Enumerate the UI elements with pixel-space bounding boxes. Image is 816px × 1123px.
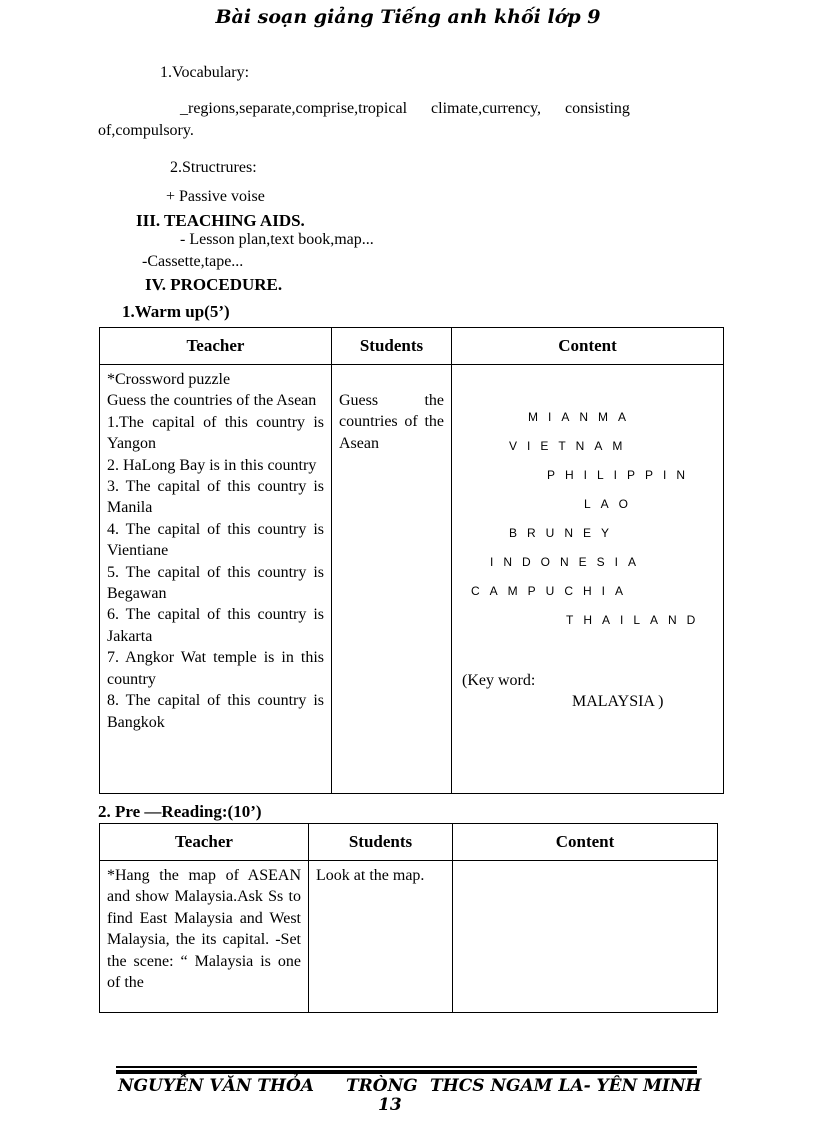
aids-item: - Lesson plan,text book,map... xyxy=(180,231,374,248)
crossword-row: VIETNAM xyxy=(509,439,633,453)
teacher-cell: *Hang the map of ASEAN and show Malaysia… xyxy=(99,860,309,1013)
aids-heading: III. TEACHING AIDS. xyxy=(136,211,305,230)
crossword-row: LAO xyxy=(584,497,639,511)
footer-rule xyxy=(116,1070,697,1074)
footer-school: THCS NGAM LA- YÊN MINH xyxy=(430,1076,702,1096)
crossword-row: MIANMA xyxy=(528,410,636,424)
vocab-heading: 1.Vocabulary: xyxy=(160,64,250,81)
footer-author: NGUYỄN VĂN THỎA xyxy=(118,1076,314,1096)
structures-heading: 2.Structrures: xyxy=(170,159,257,176)
crossword-row: CAMPUCHIA xyxy=(471,584,634,598)
header-teacher: Teacher xyxy=(99,823,309,861)
warmup-heading: 1.Warm up(5’) xyxy=(122,302,230,321)
vocab-line: of,compulsory. xyxy=(98,122,194,139)
vocab-line: _regions,separate,comprise,tropical clim… xyxy=(180,100,630,117)
crossword-row: BRUNEY xyxy=(509,526,620,540)
footer-rule xyxy=(116,1066,697,1068)
procedure-heading: IV. PROCEDURE. xyxy=(145,275,283,294)
key-label: (Key word: xyxy=(462,672,536,689)
structure-item: + Passive voise xyxy=(166,188,265,205)
content-cell: MIANMA VIETNAM PHILIPPIN LAO BRUNEY INDO… xyxy=(451,364,724,794)
aids-item: -Cassette,tape... xyxy=(142,253,244,270)
header-students: Students xyxy=(331,327,452,365)
content-cell xyxy=(452,860,718,1013)
prereading-table: Teacher Students Content *Hang the map of … xyxy=(99,823,718,1013)
crossword-row: PHILIPPIN xyxy=(547,468,696,482)
students-cell: Guess the countries of the Asean xyxy=(331,364,452,794)
footer-school-prefix: TRÒNG xyxy=(346,1076,418,1096)
header-content: Content xyxy=(451,327,724,365)
prereading-heading: 2. Pre —Reading:(10’) xyxy=(98,802,262,821)
header-students: Students xyxy=(308,823,453,861)
teacher-cell: *Crossword puzzle Guess the countries of… xyxy=(99,364,332,794)
warmup-table: Teacher Students Content *Crossword puzzle… xyxy=(99,327,724,794)
students-cell: Look at the map. xyxy=(308,860,453,1013)
key-word: MALAYSIA ) xyxy=(572,693,664,710)
crossword-row: INDONESIA xyxy=(490,555,647,569)
page-number: 13 xyxy=(378,1095,402,1115)
header-teacher: Teacher xyxy=(99,327,332,365)
crossword-row: THAILAND xyxy=(566,613,706,627)
page-title: Bài soạn giảng Tiếng anh khối lớp 9 xyxy=(215,6,601,28)
header-content: Content xyxy=(452,823,718,861)
